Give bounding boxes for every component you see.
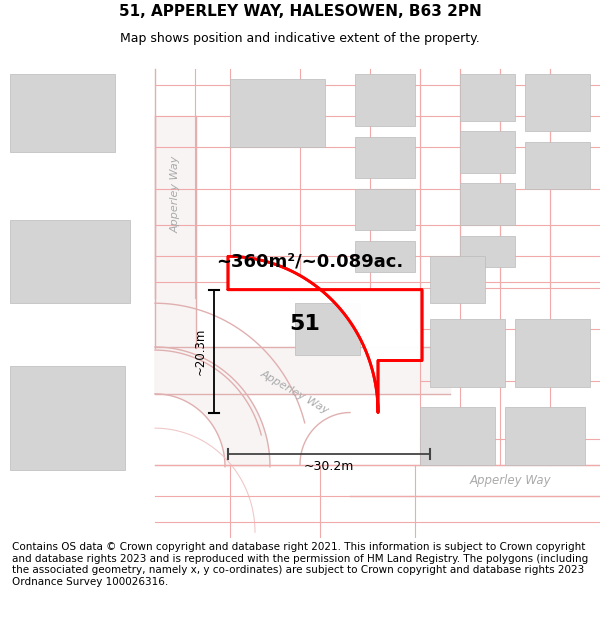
Bar [230, 79, 325, 147]
Text: Apperley Way: Apperley Way [259, 368, 331, 416]
Text: Apperley Way: Apperley Way [171, 155, 181, 232]
Bar [525, 142, 590, 189]
Bar [430, 319, 505, 386]
Bar [420, 408, 495, 464]
Text: Contains OS data © Crown copyright and database right 2021. This information is : Contains OS data © Crown copyright and d… [12, 542, 588, 587]
Bar [10, 74, 115, 152]
Polygon shape [228, 256, 422, 412]
Text: ~360m²/~0.089ac.: ~360m²/~0.089ac. [217, 253, 404, 271]
Text: ~20.3m: ~20.3m [193, 328, 206, 375]
Bar [525, 74, 590, 131]
Bar [10, 220, 130, 303]
Bar [295, 303, 360, 355]
Bar [355, 137, 415, 178]
Bar [355, 74, 415, 126]
Text: ~30.2m: ~30.2m [304, 460, 354, 473]
Bar [460, 184, 515, 225]
Polygon shape [155, 116, 196, 348]
Bar [460, 131, 515, 173]
Text: Map shows position and indicative extent of the property.: Map shows position and indicative extent… [120, 32, 480, 45]
Bar [515, 319, 590, 386]
Text: Apperley Way: Apperley Way [469, 474, 551, 487]
Bar [505, 408, 585, 464]
Bar [460, 236, 515, 267]
Bar [430, 256, 485, 303]
Bar [355, 189, 415, 231]
Bar [355, 241, 415, 272]
Polygon shape [155, 347, 270, 467]
Bar [10, 366, 125, 470]
Bar [460, 74, 515, 121]
Text: 51, APPERLEY WAY, HALESOWEN, B63 2PN: 51, APPERLEY WAY, HALESOWEN, B63 2PN [119, 4, 481, 19]
Polygon shape [155, 347, 450, 394]
Text: 51: 51 [290, 314, 320, 334]
Polygon shape [228, 256, 422, 412]
